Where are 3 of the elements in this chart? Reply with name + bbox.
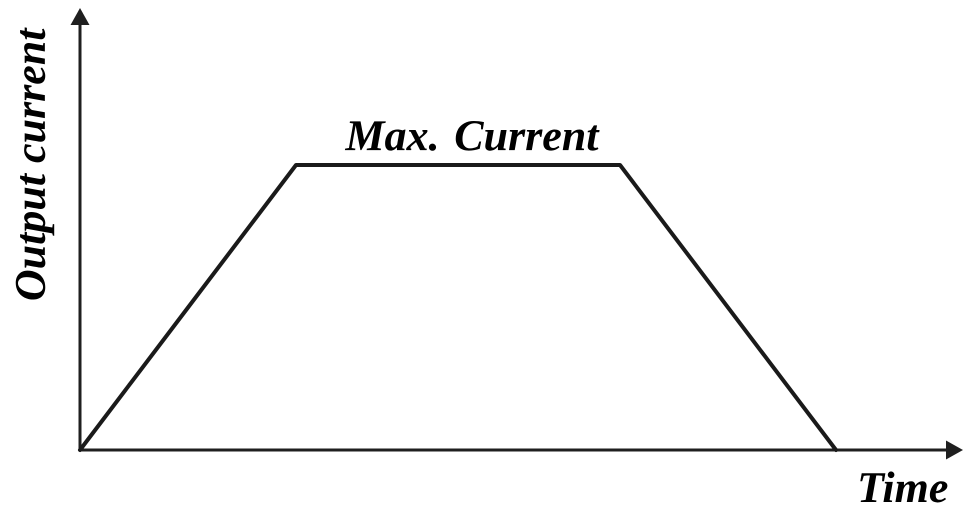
y-axis-title: Output current xyxy=(16,27,54,300)
annotation: Max. Current xyxy=(344,121,600,151)
x-axis-title: Time xyxy=(860,472,948,502)
